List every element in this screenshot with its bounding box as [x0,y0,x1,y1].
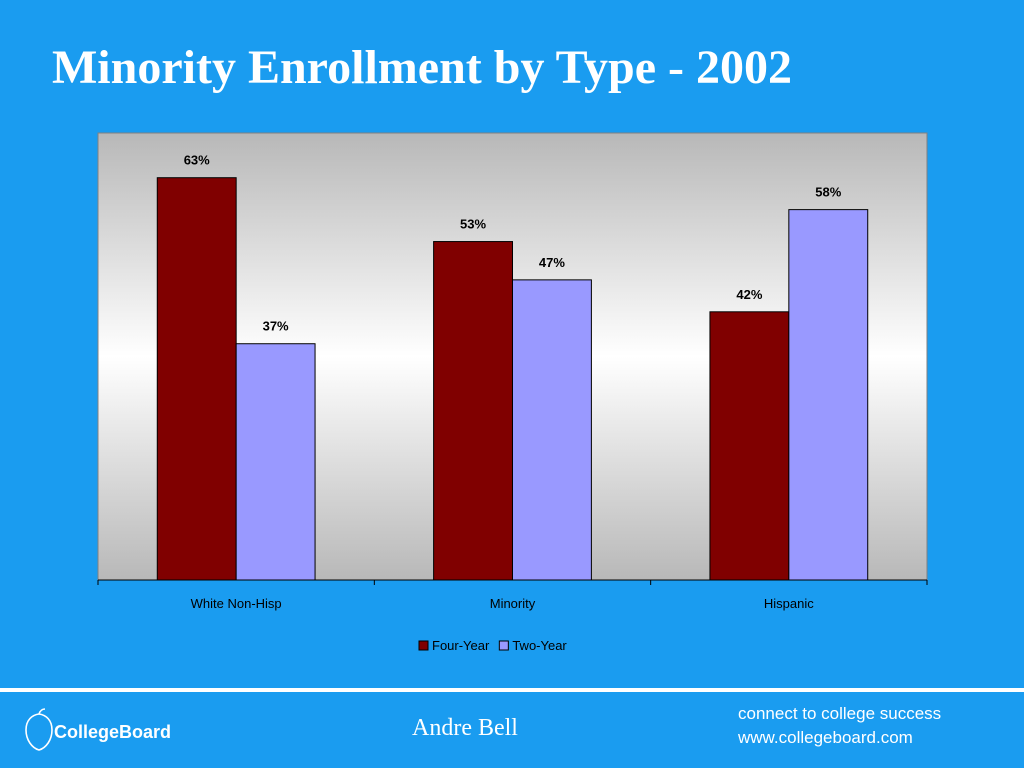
data-label: 63% [184,153,210,168]
data-label: 53% [460,217,486,232]
logo-text: CollegeBoard [54,722,172,742]
footer-tagline: connect to college success www.collegebo… [738,702,941,750]
data-label: 47% [539,255,565,270]
data-label: 37% [263,319,289,334]
bar-two-year-1 [512,279,592,581]
bar-two-year-2 [788,209,869,581]
acorn-icon [25,708,53,751]
legend-swatch-two-year [498,640,509,651]
data-label: 58% [815,185,841,200]
bar-four-year-2 [709,311,790,581]
slide-title: Minority Enrollment by Type - 2002 [52,41,793,94]
legend-label: Two-Year [512,638,567,653]
legend-swatch-four-year [418,640,429,651]
collegeboard-logo: CollegeBoard [22,708,192,754]
website-link[interactable]: www.collegeboard.com [738,728,913,747]
footer-divider [0,688,1024,692]
x-tick-label: Minority [490,596,536,611]
bar-four-year-0 [156,177,237,581]
legend-label: Four-Year [432,638,490,653]
presenter-name: Andre Bell [412,715,518,741]
chart: 63% 37% 53% 47% 42% 58% White Non-Hisp Minorit… [97,132,928,653]
bar-two-year-0 [235,343,316,581]
tagline-text: connect to college success [738,704,942,723]
bar-four-year-1 [433,241,514,581]
x-tick-label: White Non-Hisp [191,596,282,611]
bar-chart: 63% 37% 53% 47% 42% 58% White Non-Hisp Minorit… [97,132,928,653]
x-tick-label: Hispanic [764,596,814,611]
data-label: 42% [736,287,762,302]
